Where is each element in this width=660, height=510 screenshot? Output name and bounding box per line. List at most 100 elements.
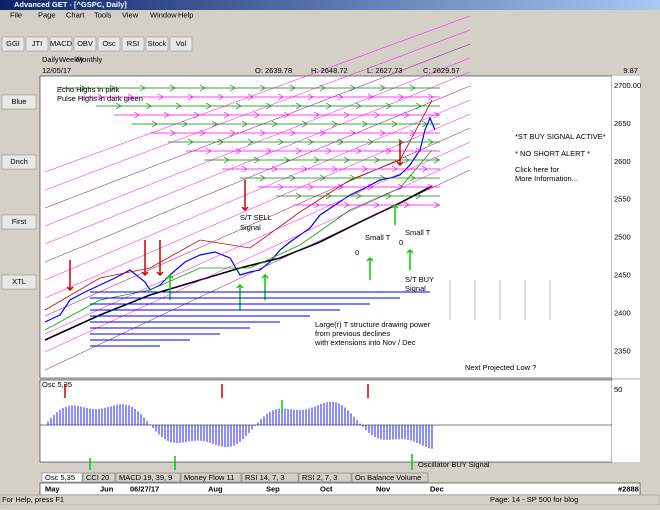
link[interactable]: More Information... xyxy=(515,174,578,183)
indicator-tab[interactable] xyxy=(115,472,181,483)
fan-line xyxy=(44,127,471,317)
annotation: Next Projected Low ? xyxy=(465,363,536,372)
arrow-head xyxy=(325,147,332,155)
toolbar-button[interactable] xyxy=(97,36,121,52)
arrow-head xyxy=(235,147,242,155)
arrow-head xyxy=(349,129,356,137)
indicator-tab-label[interactable]: Osc 5,35 xyxy=(45,473,75,482)
arrow-head xyxy=(97,93,104,101)
arrow-head xyxy=(259,174,266,182)
arrow-head xyxy=(259,84,266,92)
toolbar-button[interactable] xyxy=(49,36,73,52)
indicator-tab[interactable] xyxy=(41,472,83,483)
arrow-head xyxy=(205,102,212,110)
toolbar-button[interactable] xyxy=(121,36,145,52)
period-tab[interactable]: Weekly xyxy=(59,55,84,64)
signal-arrow-head xyxy=(156,271,164,277)
annotation: Pulse Highs in dark green xyxy=(57,94,143,103)
annotation: Large(r) T structure drawing power xyxy=(315,320,431,329)
arrow-head xyxy=(385,147,392,155)
side-button[interactable] xyxy=(1,214,37,230)
menu-item[interactable]: Page xyxy=(38,10,56,19)
arrow-head xyxy=(409,129,416,137)
menu-item[interactable]: File xyxy=(10,10,22,19)
bar-count: #2888 xyxy=(618,484,639,493)
fan-line xyxy=(44,43,471,209)
side-button-label[interactable]: XTL xyxy=(12,277,26,286)
signal-arrow-head xyxy=(166,273,174,279)
date-tick-label: Aug xyxy=(208,484,223,493)
menu-item[interactable]: Chart xyxy=(66,10,85,19)
arrow-head xyxy=(133,111,140,119)
arrow-head xyxy=(301,120,308,128)
indicator-tab[interactable] xyxy=(180,472,242,483)
toolbar-button[interactable] xyxy=(145,36,169,52)
arrow-head xyxy=(361,165,368,173)
quote-low: L: 2627.73 xyxy=(367,66,402,75)
side-button-label[interactable]: Blue xyxy=(11,97,26,106)
menu-item[interactable]: View xyxy=(122,10,139,19)
side-button-label[interactable]: First xyxy=(12,217,27,226)
side-button[interactable] xyxy=(1,274,37,290)
annotation: Small T xyxy=(405,228,431,237)
arrow-head xyxy=(343,111,350,119)
toolbar-label[interactable]: Vol xyxy=(176,39,187,48)
toolbar-label[interactable]: RSI xyxy=(127,39,140,48)
side-button-label[interactable]: Dnch xyxy=(10,157,28,166)
toolbar-button[interactable] xyxy=(25,36,49,52)
toolbar-button[interactable] xyxy=(73,36,97,52)
indicator-tab[interactable] xyxy=(298,472,352,483)
indicator-tab-label[interactable]: CCI 20 xyxy=(86,473,109,482)
indicator-tab-label[interactable]: MACD 19, 39, 9 xyxy=(119,473,172,482)
toolbar-label[interactable]: MACD xyxy=(50,39,73,48)
arrow-head xyxy=(397,183,404,191)
status-text: Page: 14 - SP 500 for blog xyxy=(490,495,578,504)
annotation: from previous declines xyxy=(315,329,390,338)
toolbar-button[interactable] xyxy=(169,36,193,52)
arrow-head xyxy=(427,138,434,146)
arrow-head xyxy=(295,192,302,200)
arrow-head xyxy=(307,93,314,101)
indicator-tab[interactable] xyxy=(241,472,299,483)
arrow-head xyxy=(229,84,236,92)
menu-item[interactable]: Window xyxy=(150,10,177,19)
oscillator-tick-label: 50 xyxy=(614,385,622,394)
arrow-head xyxy=(199,84,206,92)
indicator-tab[interactable] xyxy=(351,472,429,483)
toolbar-label[interactable]: OBV xyxy=(77,39,93,48)
toolbar-label[interactable]: Stock xyxy=(148,39,167,48)
indicator-tab-label[interactable]: On Balance Volume xyxy=(355,473,421,482)
indicator-tab[interactable] xyxy=(82,472,116,483)
side-button[interactable] xyxy=(1,94,37,110)
toolbar-button[interactable] xyxy=(1,36,25,52)
arrow-head xyxy=(427,183,434,191)
annotation: Echo Highs in pink xyxy=(57,85,119,94)
annotation: Oscillator BUY Signal xyxy=(418,460,490,469)
side-button[interactable] xyxy=(1,154,37,170)
arrow-head xyxy=(385,102,392,110)
fan-line xyxy=(44,169,471,371)
arrow-head xyxy=(289,174,296,182)
annotation: S/T SELL xyxy=(240,213,272,222)
indicator-tab-label[interactable]: RSI 14, 7, 3 xyxy=(245,473,285,482)
arrow-head xyxy=(139,84,146,92)
arrow-head xyxy=(337,183,344,191)
fan-line xyxy=(44,71,471,245)
menu-item[interactable]: Tools xyxy=(94,10,112,19)
menu-item[interactable]: Help xyxy=(178,10,193,19)
link[interactable]: Click here for xyxy=(515,165,560,174)
arrow-head xyxy=(373,111,380,119)
signal-arrow-head xyxy=(141,271,149,277)
arrow-head xyxy=(241,165,248,173)
indicator-tab-label[interactable]: Money Flow 11 xyxy=(184,473,234,482)
price-tick-label: 2450 xyxy=(614,270,631,279)
arrow-head xyxy=(379,174,386,182)
arrow-head xyxy=(295,102,302,110)
toolbar-label[interactable]: JTI xyxy=(32,39,42,48)
period-tab[interactable]: Daily xyxy=(42,55,59,64)
period-tab[interactable]: Monthly xyxy=(76,55,103,64)
toolbar-label[interactable]: Osc xyxy=(102,39,116,48)
indicator-tab-label[interactable]: RSI 2, 7, 3 xyxy=(302,473,337,482)
toolbar-label[interactable]: GGI xyxy=(6,39,20,48)
arrow-head xyxy=(319,129,326,137)
